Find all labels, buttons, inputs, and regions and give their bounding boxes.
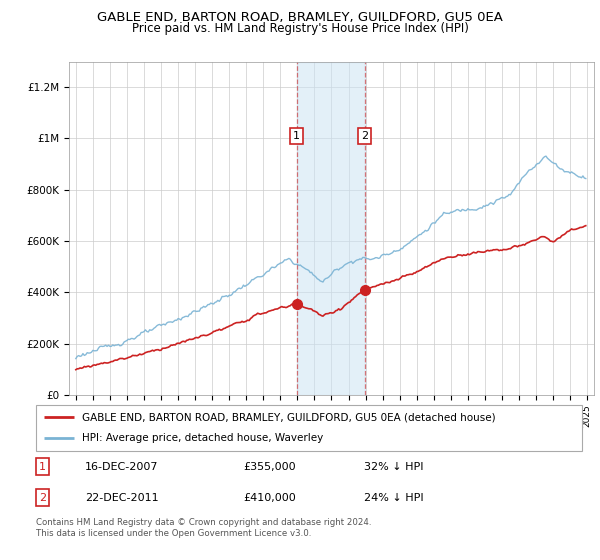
Text: 2: 2 <box>361 131 368 141</box>
Text: £355,000: £355,000 <box>244 461 296 472</box>
Text: 24% ↓ HPI: 24% ↓ HPI <box>364 493 423 503</box>
Text: This data is licensed under the Open Government Licence v3.0.: This data is licensed under the Open Gov… <box>36 529 311 538</box>
Text: 1: 1 <box>293 131 300 141</box>
Text: 22-DEC-2011: 22-DEC-2011 <box>85 493 159 503</box>
Text: GABLE END, BARTON ROAD, BRAMLEY, GUILDFORD, GU5 0EA (detached house): GABLE END, BARTON ROAD, BRAMLEY, GUILDFO… <box>82 412 496 422</box>
Text: 2: 2 <box>39 493 46 503</box>
FancyBboxPatch shape <box>36 405 582 451</box>
Text: Price paid vs. HM Land Registry's House Price Index (HPI): Price paid vs. HM Land Registry's House … <box>131 22 469 35</box>
Text: 16-DEC-2007: 16-DEC-2007 <box>85 461 158 472</box>
Text: GABLE END, BARTON ROAD, BRAMLEY, GUILDFORD, GU5 0EA: GABLE END, BARTON ROAD, BRAMLEY, GUILDFO… <box>97 11 503 24</box>
Text: Contains HM Land Registry data © Crown copyright and database right 2024.: Contains HM Land Registry data © Crown c… <box>36 518 371 527</box>
Text: £410,000: £410,000 <box>244 493 296 503</box>
Text: 32% ↓ HPI: 32% ↓ HPI <box>364 461 423 472</box>
Bar <box>296 62 365 395</box>
Text: HPI: Average price, detached house, Waverley: HPI: Average price, detached house, Wave… <box>82 433 323 444</box>
Text: 1: 1 <box>39 461 46 472</box>
